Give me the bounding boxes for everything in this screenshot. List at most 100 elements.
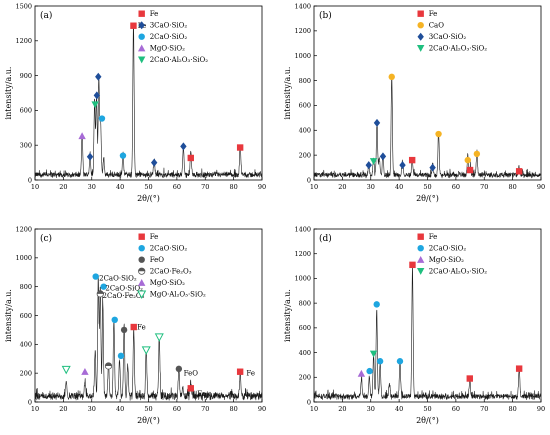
legend-entry: MgO·SiO₂: [137, 44, 185, 53]
legend-marker: [417, 32, 424, 41]
y-tick-label: 200: [299, 374, 311, 382]
phase-marker: [396, 358, 404, 365]
phase-marker: [408, 156, 416, 164]
x-tick-label: 90: [537, 183, 545, 191]
x-axis-title: 2θ/(°): [416, 194, 439, 203]
peak-annotation: 2CaO·Fe₂O₃: [103, 292, 145, 300]
legend-label: Fe: [150, 10, 159, 18]
phase-marker: [464, 156, 471, 164]
x-tick-label: 40: [116, 405, 124, 413]
phase-marker: [91, 101, 99, 109]
y-tick-label: 600: [20, 312, 32, 320]
x-tick-label: 90: [537, 405, 545, 413]
phase-marker: [93, 91, 101, 100]
legend-marker: [416, 268, 425, 275]
x-tick-label: 10: [31, 405, 39, 413]
x-tick-label: 30: [88, 405, 96, 413]
y-tick-label: 0: [28, 398, 32, 406]
legend-marker: [137, 44, 146, 52]
phase-marker: [154, 333, 164, 342]
xrd-trace: [34, 23, 263, 179]
phase-marker: [365, 161, 372, 170]
x-tick-label: 60: [452, 405, 460, 413]
phase-marker: [409, 261, 416, 269]
phase-marker: [376, 358, 384, 365]
y-tick-label: 200: [299, 151, 311, 159]
legend-marker: [138, 256, 145, 263]
legend-marker: [138, 21, 145, 30]
y-tick-label: 1200: [15, 225, 32, 233]
phase-marker: [130, 22, 137, 29]
y-tick-label: 1400: [294, 225, 311, 233]
legend-marker: [416, 45, 425, 52]
y-axis-title: intensity/a.u.: [283, 67, 292, 120]
plot-frame: [34, 228, 263, 403]
phase-marker: [111, 316, 118, 324]
legend-entry: Fe: [138, 10, 158, 18]
legend-label: 2CaO·Al₂O₃·SiO₂: [150, 56, 209, 64]
peak-annotation: Fe: [197, 390, 206, 398]
phase-marker: [100, 283, 107, 290]
legend-label: CaO: [429, 22, 445, 30]
legend-label: MgO·SiO₂: [150, 279, 185, 287]
legend-label: 2CaO·SiO₂: [429, 245, 467, 253]
legend-label: MgO·Al₂O₃·SiO₂: [150, 291, 206, 299]
xrd-panel-2: 10 20 30 40 50 60 70 80 90 0 200 400 600 800 1000 1200 1…: [283, 2, 545, 203]
x-tick-label: 60: [173, 183, 181, 191]
phase-marker: [429, 163, 436, 172]
y-tick-label: 800: [299, 77, 311, 85]
x-tick-label: 80: [508, 183, 516, 191]
panel-label: (b): [319, 10, 332, 21]
phase-marker: [236, 144, 244, 151]
y-tick-label: 600: [299, 102, 311, 110]
legend-marker: [138, 33, 145, 40]
xrd-panel-4: 10 20 30 40 50 60 70 80 90 0 200 400 600 800 1000 1200 1…: [283, 225, 545, 425]
y-tick-label: 1000: [294, 275, 311, 283]
phase-marker: [379, 152, 387, 161]
y-tick-label: 1200: [294, 27, 311, 35]
panel-label: (c): [40, 233, 52, 244]
xrd-trace: [34, 275, 263, 401]
legend-marker: [137, 279, 146, 286]
x-axis-title: 2θ/(°): [137, 416, 160, 425]
xrd-trace: [313, 264, 542, 401]
peak-annotation: Fe: [246, 370, 255, 378]
phase-marker: [187, 154, 194, 162]
y-tick-label: 0: [307, 398, 311, 406]
phase-marker: [150, 158, 158, 167]
legend-label: 3CaO·SiO₂: [429, 33, 467, 41]
phase-marker: [92, 273, 99, 280]
phase-marker: [86, 152, 94, 161]
legend-label: MgO·SiO₂: [429, 256, 464, 264]
phase-marker: [399, 161, 406, 170]
y-tick-label: 400: [299, 127, 311, 135]
phase-marker: [98, 115, 106, 122]
y-tick-label: 0: [307, 176, 311, 184]
x-tick-label: 60: [173, 405, 181, 413]
phase-marker: [388, 73, 395, 81]
x-tick-label: 20: [59, 183, 67, 191]
phase-marker: [373, 301, 380, 308]
y-tick-label: 900: [20, 72, 32, 80]
plot-frame: [34, 5, 263, 181]
legend-entry: MgO·Al₂O₃·SiO₂: [137, 290, 206, 299]
legend-entry: 2CaO·Al₂O₃·SiO₂: [137, 56, 209, 64]
phase-marker: [81, 368, 89, 375]
x-tick-label: 10: [310, 183, 318, 191]
y-tick-label: 400: [20, 341, 32, 349]
legend-entry: Fe: [417, 10, 437, 18]
legend-label: Fe: [150, 233, 159, 241]
phase-marker: [120, 326, 128, 334]
phase-marker: [78, 132, 86, 140]
phase-marker: [141, 346, 151, 355]
plot-frame: [313, 228, 542, 403]
peak-annotation: 2CaO·SiO₂: [99, 275, 137, 283]
x-tick-label: 20: [338, 405, 346, 413]
x-tick-label: 60: [452, 183, 460, 191]
legend-label: 2CaO·SiO₂: [150, 33, 188, 41]
legend-marker: [138, 267, 146, 275]
xrd-trace: [313, 76, 542, 179]
peak-annotation: Fe: [137, 324, 146, 332]
phase-marker: [130, 323, 137, 331]
